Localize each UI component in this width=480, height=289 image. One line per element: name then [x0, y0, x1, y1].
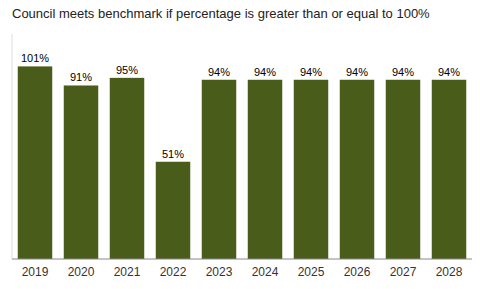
- x-tick-label: 2019: [22, 265, 49, 279]
- title: Council meets benchmark if percentage is…: [12, 6, 430, 21]
- x-tick-label: 2023: [206, 265, 233, 279]
- data-label: 94%: [346, 66, 368, 78]
- data-label: 95%: [116, 64, 138, 76]
- x-tick-label: 2024: [252, 265, 279, 279]
- bar: [202, 80, 237, 259]
- data-label: 101%: [21, 52, 49, 64]
- chart-container: Council meets benchmark if percentage is…: [0, 0, 480, 289]
- data-label: 91%: [70, 71, 92, 83]
- x-tick-label: 2027: [390, 265, 417, 279]
- bar: [156, 162, 191, 259]
- data-label: 94%: [208, 66, 230, 78]
- x-tick-label: 2028: [436, 265, 463, 279]
- bar: [64, 85, 99, 259]
- bar: [294, 80, 329, 259]
- data-label: 94%: [438, 66, 460, 78]
- x-tick-label: 2026: [344, 265, 371, 279]
- bars: [18, 66, 467, 259]
- bar: [432, 80, 467, 259]
- x-tick-label: 2020: [68, 265, 95, 279]
- bar: [340, 80, 375, 259]
- bar: [386, 80, 421, 259]
- bar: [110, 78, 145, 259]
- bar: [248, 80, 283, 259]
- data-label: 51%: [162, 148, 184, 160]
- x-tick-label: 2025: [298, 265, 325, 279]
- y-range-line: [12, 34, 13, 259]
- x-tick-label: 2022: [160, 265, 187, 279]
- x-tick-label: 2021: [114, 265, 141, 279]
- bar: [18, 66, 53, 259]
- data-label: 94%: [300, 66, 322, 78]
- data-label: 94%: [254, 66, 276, 78]
- x-axis-line: [12, 259, 472, 260]
- chart: Council meets benchmark if percentage is…: [0, 0, 480, 289]
- data-label: 94%: [392, 66, 414, 78]
